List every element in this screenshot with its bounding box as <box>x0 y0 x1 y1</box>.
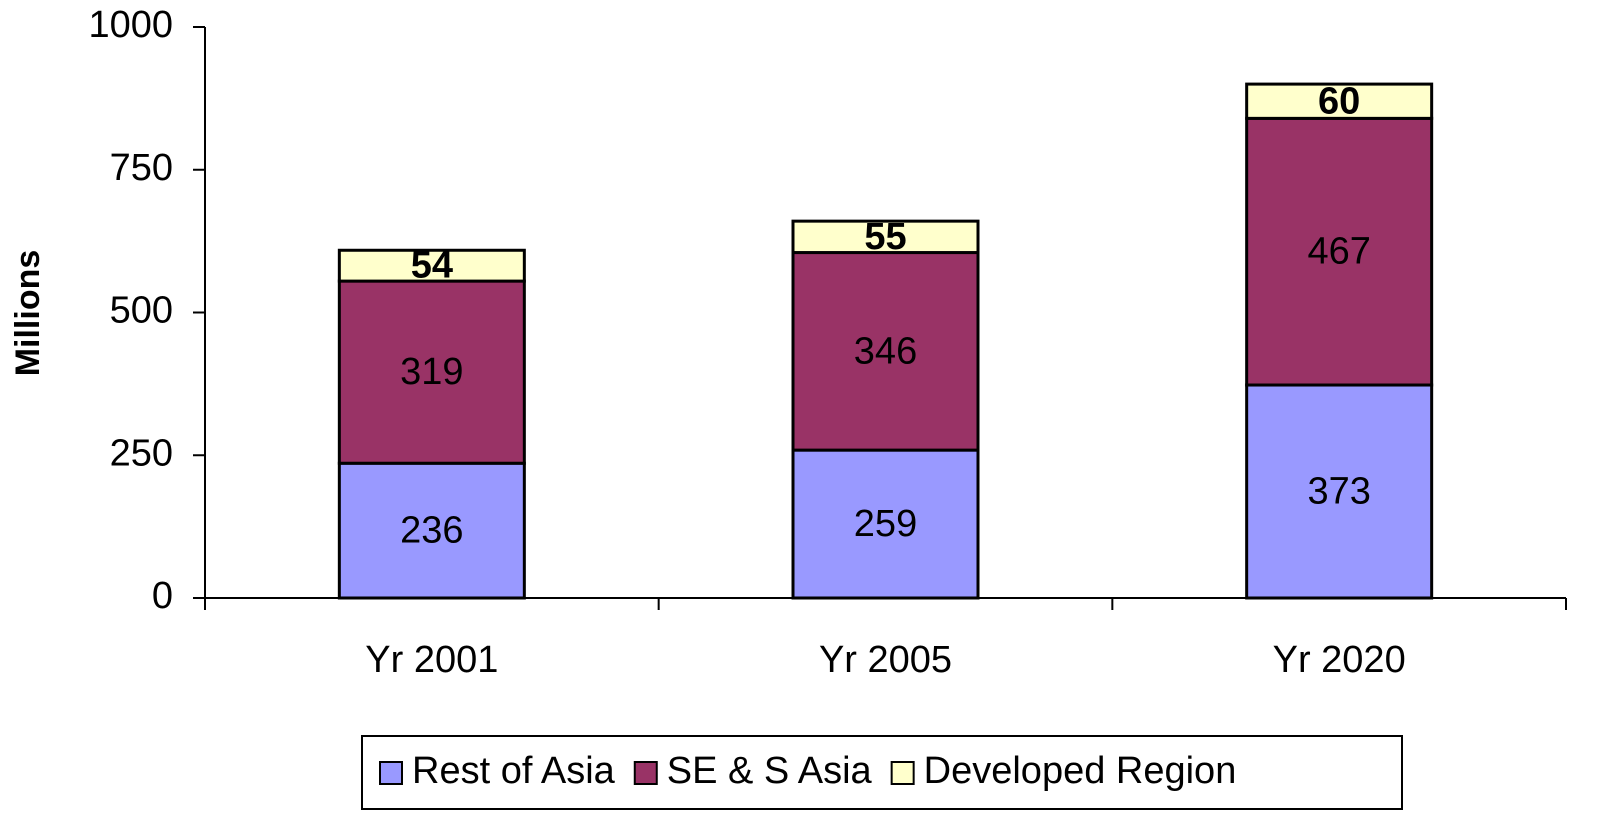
data-label: 60 <box>1318 80 1360 122</box>
data-label: 54 <box>411 245 453 287</box>
data-label: 236 <box>400 510 463 552</box>
bar-segment <box>1245 383 1434 600</box>
legend-box <box>361 735 1403 810</box>
y-tick-label: 0 <box>152 575 173 617</box>
bar-segment <box>337 248 526 283</box>
data-label: 319 <box>400 351 463 393</box>
y-axis-label: Millions <box>9 250 47 377</box>
bar-segment <box>1245 82 1434 120</box>
legend-label: SE & S Asia <box>667 750 873 792</box>
y-tick-label: 750 <box>110 147 173 189</box>
legend-label: Rest of Asia <box>412 750 616 792</box>
data-label: 467 <box>1307 231 1370 273</box>
data-label: 259 <box>854 503 917 545</box>
bar-segment <box>1245 116 1434 387</box>
data-label: 373 <box>1307 471 1370 513</box>
x-tick-label: Yr 2001 <box>365 639 498 681</box>
x-tick-label: Yr 2020 <box>1273 639 1406 681</box>
bar-segment <box>791 448 980 600</box>
y-tick-label: 1000 <box>88 4 173 46</box>
legend-swatch <box>633 761 658 785</box>
y-tick-label: 250 <box>110 432 173 474</box>
bar-segment <box>791 219 980 255</box>
bar-segment <box>337 279 526 465</box>
data-label: 346 <box>854 330 917 372</box>
legend-label: Developed Region <box>924 750 1237 792</box>
x-tick-label: Yr 2005 <box>819 639 952 681</box>
legend-swatch <box>379 761 403 785</box>
y-tick-label: 500 <box>110 290 173 332</box>
data-label: 55 <box>864 216 906 258</box>
bar-segment <box>337 461 526 600</box>
legend-swatch <box>890 761 915 785</box>
